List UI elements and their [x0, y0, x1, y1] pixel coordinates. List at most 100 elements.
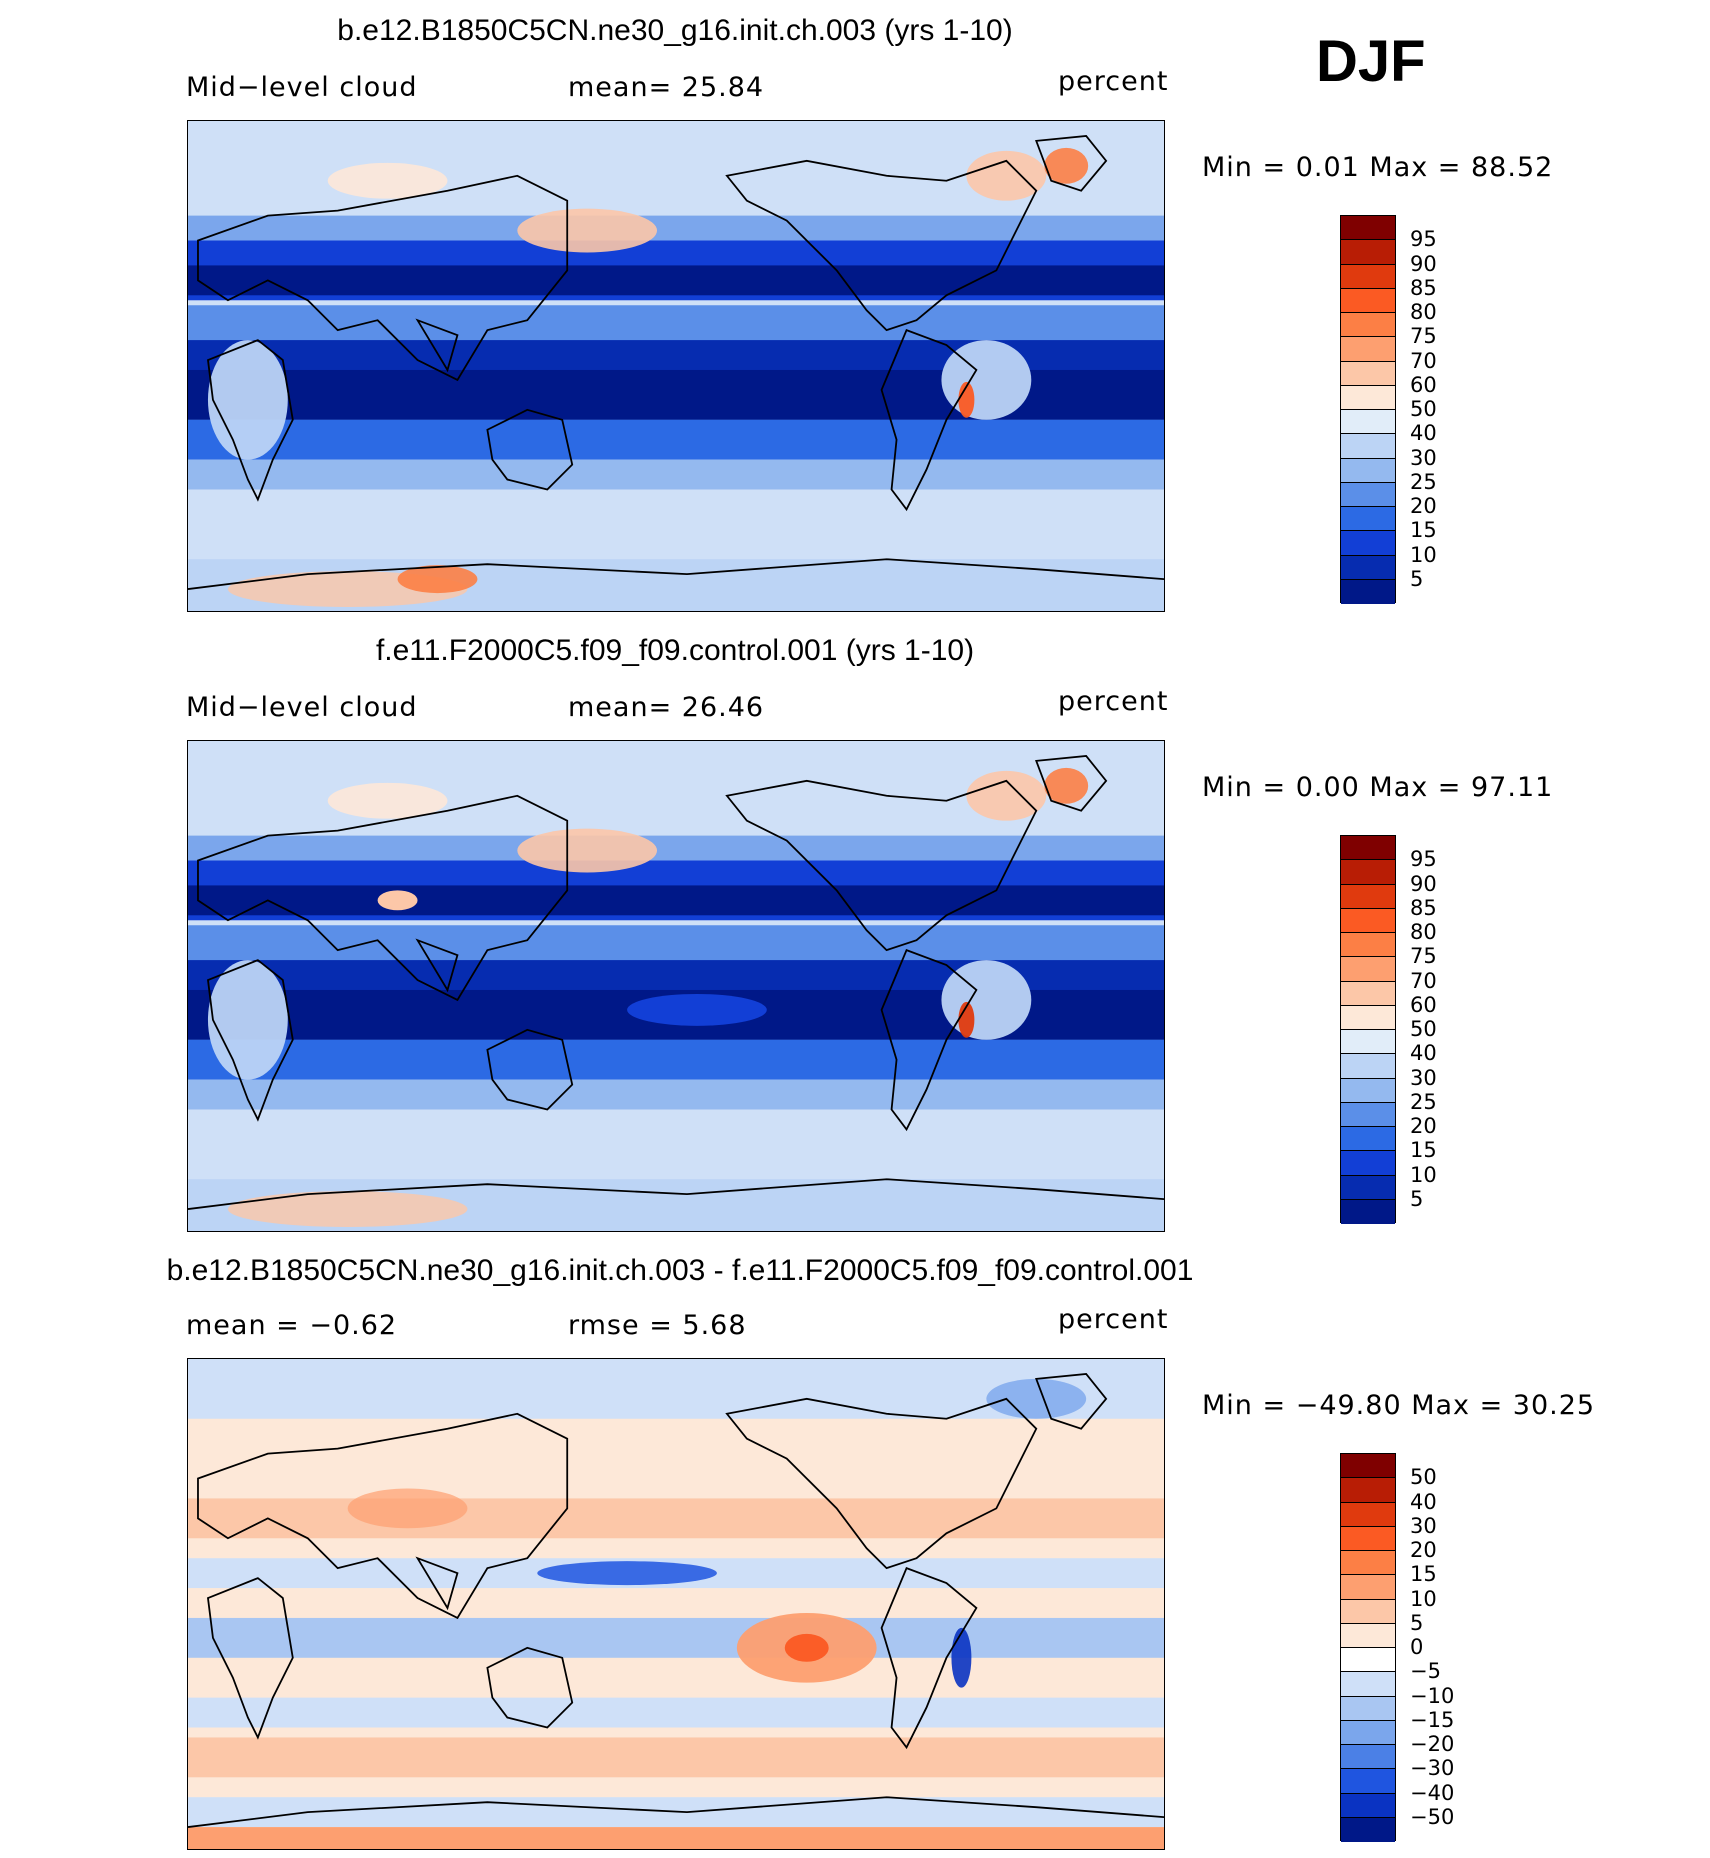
map-field-patch: [397, 565, 478, 594]
colorbar-tick-label: −20: [1410, 1732, 1455, 1756]
panel-1-title: b.e12.B1850C5CN.ne30_g16.init.ch.003 (yr…: [337, 14, 1013, 47]
colorbar-swatch: [1341, 1720, 1395, 1745]
colorbar-tick-label: 60: [1410, 992, 1437, 1017]
map-field-band: [188, 459, 1164, 490]
coastline: [486, 1646, 574, 1729]
colorbar-tick-label: 5: [1410, 1610, 1424, 1635]
map-field-band: [188, 1737, 1164, 1778]
map-field-band: [188, 1697, 1164, 1728]
colorbar-swatch: [1341, 1199, 1395, 1224]
colorbar-swatch: [1341, 1793, 1395, 1818]
colorbar-tick-label: 10: [1410, 542, 1437, 567]
colorbar-swatch: [1341, 957, 1395, 982]
panel-2-units: percent: [1058, 686, 1169, 717]
colorbar-tick-label: 10: [1410, 1586, 1437, 1611]
map-field-band: [188, 1617, 1164, 1658]
colorbar-swatch: [1341, 933, 1395, 958]
colorbar-tick-label: 90: [1410, 251, 1437, 276]
map-field-patch: [986, 1378, 1087, 1419]
colorbar-swatch: [1341, 1478, 1395, 1503]
colorbar-swatch: [1341, 337, 1395, 362]
map-field-patch: [958, 381, 975, 418]
map-field-patch: [537, 1561, 717, 1586]
colorbar-tick-label: 5: [1410, 1186, 1424, 1211]
coastline: [725, 159, 1038, 332]
colorbar-swatch: [1341, 507, 1395, 532]
colorbar-swatch: [1341, 240, 1395, 265]
map-field-patch: [327, 162, 448, 199]
map-field-patch: [347, 1488, 468, 1529]
colorbar-swatch: [1341, 579, 1395, 604]
colorbar-tick-label: 10: [1410, 1162, 1437, 1187]
colorbar-swatch: [1341, 1551, 1395, 1576]
coastline: [206, 1577, 294, 1740]
coastline: [206, 339, 294, 502]
coastline: [880, 329, 978, 512]
colorbar-tick-label: 40: [1410, 421, 1437, 446]
map-field-band: [188, 925, 1164, 966]
colorbar-tick-label: 85: [1410, 275, 1437, 300]
panel-1-units: percent: [1058, 66, 1169, 97]
panel-2-title: f.e11.F2000C5.f09_f09.control.001 (yrs 1…: [375, 634, 975, 667]
colorbar-tick-label: 0: [1410, 1635, 1424, 1659]
colorbar-tick-label: 15: [1410, 518, 1437, 543]
coastline: [880, 949, 978, 1132]
panel-2-minmax: Min = 0.00 Max = 97.11: [1202, 772, 1554, 803]
panel-1-colorbar: [1340, 215, 1396, 604]
colorbar-tick-label: 75: [1410, 944, 1437, 969]
colorbar-swatch: [1341, 1672, 1395, 1697]
colorbar-swatch: [1341, 1623, 1395, 1648]
colorbar-swatch: [1341, 555, 1395, 580]
colorbar-swatch: [1341, 1054, 1395, 1079]
colorbar-tick-label: 20: [1410, 494, 1437, 518]
panel-3-title: b.e12.B1850C5CN.ne30_g16.init.ch.003 - f…: [166, 1254, 1194, 1287]
map-field-patch: [207, 960, 288, 1080]
map-field-band: [188, 1498, 1164, 1539]
coastline: [188, 558, 1164, 590]
colorbar-tick-label: 15: [1410, 1138, 1437, 1163]
colorbar-swatch: [1341, 981, 1395, 1006]
colorbar-swatch: [1341, 1151, 1395, 1176]
colorbar-tick-label: 70: [1410, 968, 1437, 993]
panel-3-rmse: rmse = 5.68: [568, 1310, 747, 1341]
colorbar-swatch: [1341, 1102, 1395, 1127]
map-field-patch: [1044, 767, 1089, 804]
map-field-patch: [517, 208, 658, 253]
panel-1-map: [187, 120, 1165, 612]
panel-3-map: [187, 1358, 1165, 1850]
colorbar-swatch: [1341, 1599, 1395, 1624]
colorbar-swatch: [1341, 1745, 1395, 1770]
map-field-patch: [951, 1627, 972, 1688]
colorbar-tick-label: 60: [1410, 372, 1437, 397]
colorbar-tick-label: 80: [1410, 300, 1437, 324]
colorbar-tick-label: 95: [1410, 847, 1437, 872]
coastline: [415, 318, 459, 373]
colorbar-swatch: [1341, 860, 1395, 885]
season-label: DJF: [1316, 29, 1426, 94]
colorbar-tick-label: 30: [1410, 1065, 1437, 1090]
coastline: [725, 779, 1038, 952]
map-field-patch: [966, 770, 1047, 821]
colorbar-swatch: [1341, 1817, 1395, 1842]
map-field-patch: [958, 1001, 975, 1038]
colorbar-swatch: [1341, 313, 1395, 338]
map-field-band: [188, 1039, 1164, 1080]
colorbar-tick-label: 80: [1410, 920, 1437, 944]
colorbar-swatch: [1341, 908, 1395, 933]
coastline: [725, 1397, 1038, 1570]
colorbar-swatch: [1341, 1575, 1395, 1600]
colorbar-tick-label: 20: [1410, 1538, 1437, 1562]
coastline: [415, 938, 459, 993]
colorbar-swatch: [1341, 1454, 1395, 1479]
panel-2-colorbar: [1340, 835, 1396, 1224]
colorbar-tick-label: 85: [1410, 895, 1437, 920]
colorbar-tick-label: 40: [1410, 1489, 1437, 1514]
colorbar-tick-label: 15: [1410, 1562, 1437, 1587]
panel-2-map-svg: [188, 741, 1164, 1231]
colorbar-tick-label: 25: [1410, 469, 1437, 494]
colorbar-swatch: [1341, 1175, 1395, 1200]
colorbar-swatch: [1341, 434, 1395, 459]
map-field-band: [188, 885, 1164, 916]
coastline: [486, 1028, 574, 1111]
coastline: [188, 1178, 1164, 1210]
